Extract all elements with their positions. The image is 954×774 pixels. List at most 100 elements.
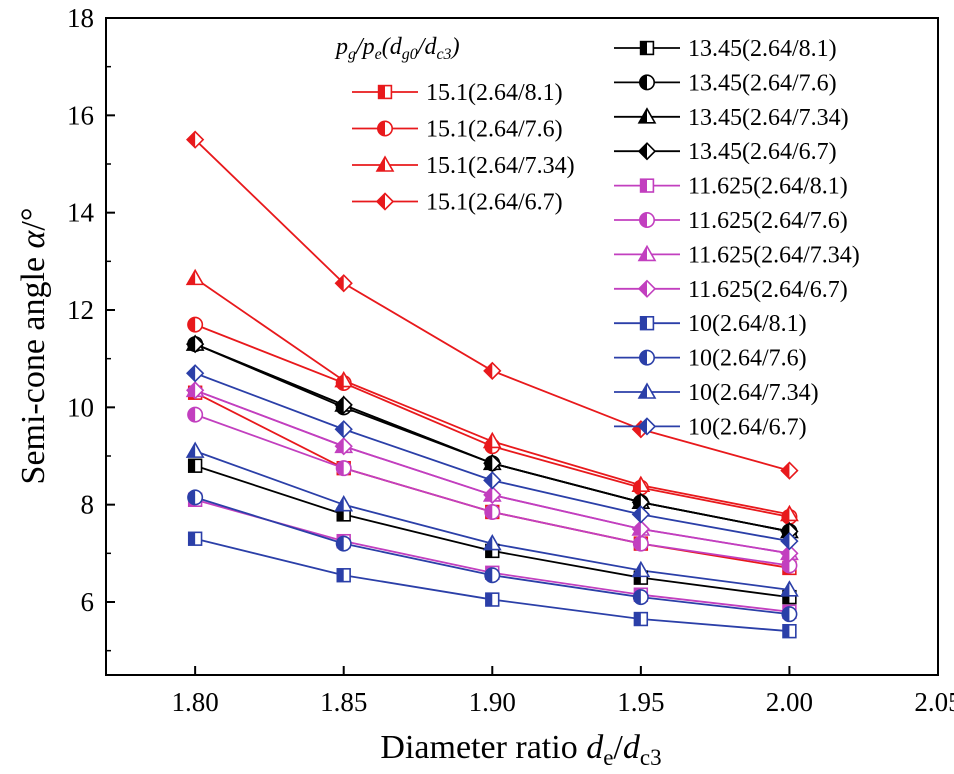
data-point — [185, 268, 205, 286]
legend-marker — [637, 142, 657, 161]
data-point — [185, 441, 205, 458]
legend-entry: 15.1(2.64/6.7) — [426, 190, 563, 216]
legend-entry: 13.45(2.64/8.1) — [688, 36, 837, 62]
legend-marker — [375, 155, 395, 172]
legend-marker — [377, 84, 393, 100]
data-point — [631, 519, 650, 539]
data-point — [334, 495, 354, 512]
legend-entry: 10(2.64/6.7) — [688, 414, 807, 440]
data-point — [631, 505, 650, 524]
data-point — [483, 361, 502, 380]
data-point — [484, 567, 501, 584]
data-point — [187, 531, 203, 546]
data-point — [334, 437, 353, 456]
data-point — [187, 406, 204, 423]
label-part: / — [354, 34, 365, 60]
label-part: / — [416, 34, 427, 60]
legend-marker — [639, 178, 655, 193]
data-point — [334, 274, 353, 293]
x-tick-label: 1.90 — [469, 687, 516, 717]
label-part: Diameter ratio — [380, 729, 586, 766]
legend-entry: 15.1(2.64/7.6) — [426, 117, 563, 143]
x-tick-label: 1.95 — [617, 687, 664, 717]
legend-entry: 13.45(2.64/7.34) — [688, 105, 849, 131]
legend-entry: 10(2.64/7.6) — [688, 346, 807, 372]
data-point — [186, 381, 205, 400]
legend-entry: 15.1(2.64/7.34) — [426, 153, 575, 179]
x-axis-title: Diameter ratio de/dc3 — [380, 729, 661, 769]
data-point — [484, 503, 501, 520]
y-axis-title: Semi-cone angle α/° — [15, 208, 52, 485]
label-part: d — [623, 729, 641, 766]
legend-entry: 11.625(2.64/7.6) — [688, 208, 848, 234]
data-point — [186, 334, 205, 354]
label-part: /° — [15, 208, 52, 231]
data-point — [631, 475, 651, 493]
legend-entry: 11.625(2.64/8.1) — [688, 174, 848, 200]
legend-marker — [637, 382, 657, 399]
label-part: ( — [382, 34, 392, 60]
legend-entry: 10(2.64/8.1) — [688, 311, 807, 337]
y-tick-label: 14 — [67, 198, 95, 228]
data-point — [335, 535, 352, 552]
legend-entry: 13.45(2.64/6.7) — [688, 139, 837, 165]
x-tick-label: 2.05 — [914, 687, 954, 717]
legend-entry: 15.1(2.64/8.1) — [426, 80, 563, 106]
data-point — [780, 580, 799, 597]
label-part: e — [375, 46, 382, 63]
data-point — [334, 420, 353, 439]
data-point — [781, 557, 798, 574]
label-part: g — [348, 46, 356, 63]
label-part: α — [15, 229, 52, 248]
data-point — [780, 544, 799, 563]
legend-entry: 11.625(2.64/6.7) — [688, 277, 848, 303]
label-part: d — [586, 729, 604, 766]
data-point — [633, 611, 649, 627]
legend-marker — [637, 417, 657, 436]
label-part: c3 — [436, 46, 451, 63]
data-point — [334, 370, 354, 388]
legend-marker — [376, 120, 393, 137]
data-point — [631, 560, 651, 578]
data-point — [335, 460, 352, 477]
legend-title: pg/pe(dg0/dc3) — [334, 34, 460, 63]
legend-marker — [638, 74, 655, 91]
y-tick-label: 6 — [81, 587, 95, 617]
data-point — [782, 623, 797, 639]
data-point — [780, 461, 799, 480]
legend-marker — [639, 40, 655, 56]
y-tick-label: 16 — [67, 100, 94, 130]
series-markers — [185, 130, 799, 639]
x-tick-label: 1.80 — [172, 687, 219, 717]
data-point — [336, 568, 351, 583]
data-point — [186, 130, 205, 149]
legend: pg/pe(dg0/dc3) 15.1(2.64/8.1) 15.1(2.64/7.… — [334, 34, 860, 440]
plot-frame — [105, 17, 939, 676]
y-tick-label: 18 — [67, 3, 94, 33]
data-point — [482, 533, 502, 551]
data-point — [186, 364, 205, 383]
label-part: ) — [450, 34, 460, 60]
label-part: p — [334, 34, 348, 60]
ticks: 1.80 1.85 1.90 1.95 2.00 2.05 6 8 10 12 14 16 18 — [67, 3, 954, 717]
y-tick-label: 10 — [67, 392, 94, 422]
legend-marker — [638, 212, 655, 229]
label-part: Semi-cone angle — [15, 248, 52, 484]
data-point — [187, 458, 203, 473]
label-part: / — [613, 729, 623, 766]
data-point — [632, 589, 649, 606]
legend-marker — [375, 192, 395, 211]
x-tick-label: 2.00 — [766, 687, 813, 717]
legend-entry: 13.45(2.64/7.6) — [688, 70, 837, 96]
legend-marker — [637, 107, 657, 124]
data-point — [485, 592, 500, 607]
label-part: p — [361, 34, 375, 60]
data-point — [483, 471, 502, 490]
label-part: g0 — [402, 46, 418, 63]
label-part: c3 — [640, 745, 662, 769]
legend-marker — [638, 349, 655, 366]
legend-entry: 11.625(2.64/7.34) — [688, 242, 860, 268]
data-point — [187, 316, 204, 333]
